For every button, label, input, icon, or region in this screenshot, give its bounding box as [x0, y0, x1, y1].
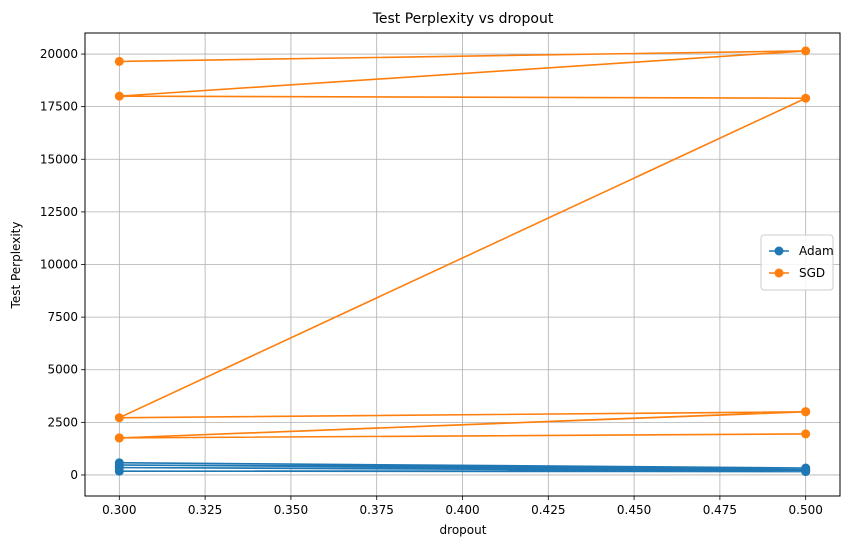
x-tick-label: 0.300: [102, 503, 136, 517]
y-tick-label: 2500: [47, 415, 78, 429]
x-tick-label: 0.325: [188, 503, 222, 517]
legend-label: SGD: [799, 266, 825, 280]
legend: Adam SGD: [760, 234, 834, 291]
y-tick-label: 15000: [40, 152, 78, 166]
grid: [85, 33, 840, 496]
x-tick-label: 0.500: [789, 503, 823, 517]
y-tick-label: 0: [70, 468, 78, 482]
data-point: [801, 93, 811, 103]
x-tick-label: 0.450: [617, 503, 651, 517]
series-line-sgd: [118, 50, 807, 439]
y-axis: 0 2500 5000 7500 10000 12500 15000 17500 20000: [40, 47, 85, 482]
y-tick-label: 7500: [47, 310, 78, 324]
data-point: [114, 56, 124, 66]
y-tick-label: 20000: [40, 47, 78, 61]
legend-item-sgd: SGD: [769, 266, 825, 280]
data-point: [801, 467, 811, 477]
data-point: [801, 429, 811, 439]
y-tick-label: 10000: [40, 258, 78, 272]
x-tick-label: 0.350: [274, 503, 308, 517]
data-point: [114, 91, 124, 101]
y-axis-title: Test Perplexity: [9, 222, 23, 310]
data-point: [114, 413, 124, 423]
x-tick-label: 0.425: [531, 503, 565, 517]
x-tick-label: 0.375: [360, 503, 394, 517]
x-axis: 0.300 0.325 0.350 0.375 0.400 0.425 0.450 0.475…: [102, 496, 823, 517]
legend-item-adam: Adam: [769, 244, 834, 258]
x-tick-label: 0.475: [703, 503, 737, 517]
y-tick-label: 12500: [40, 205, 78, 219]
y-tick-label: 5000: [47, 363, 78, 377]
legend-marker: [774, 268, 784, 278]
legend-label: Adam: [799, 244, 834, 258]
series-layer: [114, 46, 811, 477]
data-point: [801, 407, 811, 417]
chart-title: Test Perplexity vs dropout: [372, 11, 554, 27]
y-tick-label: 17500: [40, 100, 78, 114]
series-sgd: [114, 46, 811, 443]
legend-marker: [774, 246, 784, 256]
x-tick-label: 0.400: [445, 503, 479, 517]
data-point: [114, 433, 124, 443]
data-point: [114, 466, 124, 476]
series-line-adam: [118, 461, 807, 473]
x-axis-title: dropout: [440, 523, 487, 537]
data-point: [801, 46, 811, 56]
series-adam: [114, 458, 811, 477]
